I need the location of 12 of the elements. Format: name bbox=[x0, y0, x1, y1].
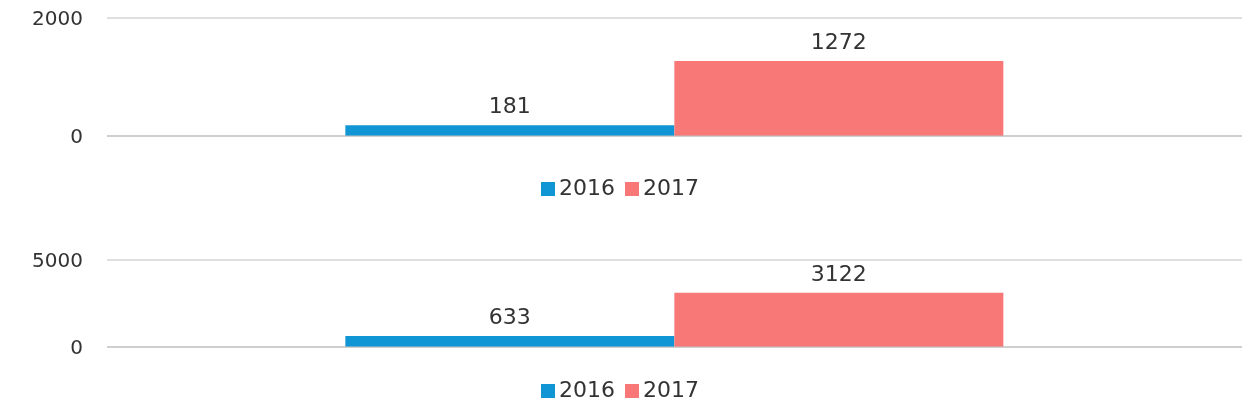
legend-label: 2016 bbox=[559, 175, 615, 200]
data-label: 1272 bbox=[810, 28, 867, 54]
data-label: 633 bbox=[488, 303, 531, 329]
y-tick-label: 5000 bbox=[32, 248, 83, 273]
legend-label: 2017 bbox=[643, 175, 699, 200]
data-label: 181 bbox=[488, 93, 531, 119]
legend-label: 2017 bbox=[643, 377, 699, 402]
y-tick-label: 0 bbox=[70, 335, 83, 360]
y-tick-label: 2000 bbox=[32, 6, 83, 31]
y-tick-label: 0 bbox=[70, 124, 83, 149]
legend-label: 2016 bbox=[559, 377, 615, 402]
data-label: 3122 bbox=[810, 260, 867, 286]
